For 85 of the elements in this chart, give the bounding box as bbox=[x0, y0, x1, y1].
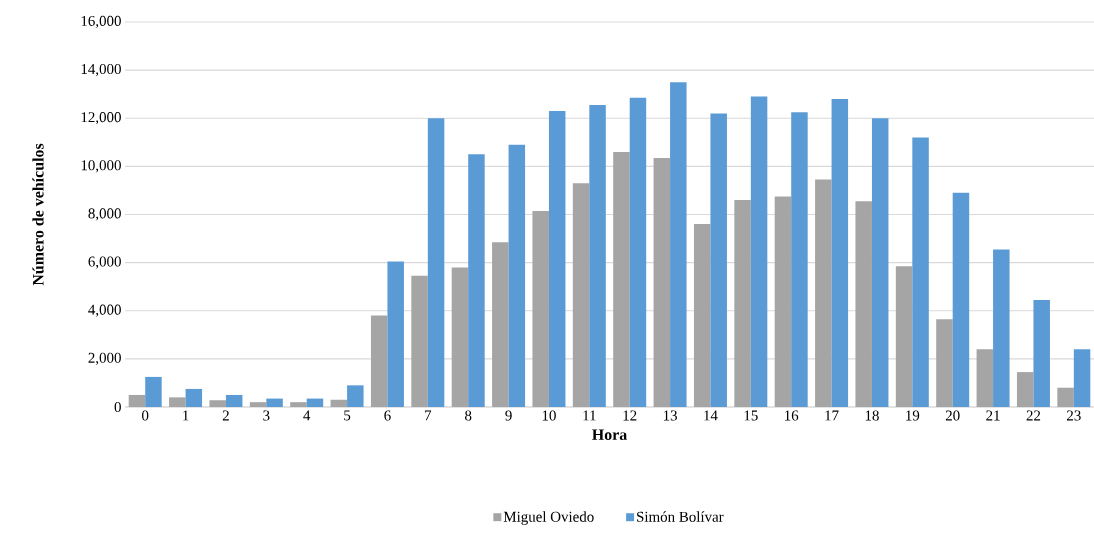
bar bbox=[993, 249, 1010, 407]
x-tick-label: 7 bbox=[425, 410, 432, 421]
x-tick-label: 11 bbox=[583, 410, 596, 421]
x-tick-label: 5 bbox=[344, 410, 351, 421]
x-tick-label: 21 bbox=[986, 410, 1000, 421]
bar bbox=[750, 96, 768, 407]
bar bbox=[589, 105, 606, 407]
y-tick-label: 2,000 bbox=[88, 352, 121, 365]
bar bbox=[145, 376, 162, 407]
bar bbox=[128, 394, 146, 407]
bar bbox=[831, 98, 849, 407]
x-tick-label: 14 bbox=[704, 410, 718, 421]
x-tick-label: 22 bbox=[1026, 410, 1041, 421]
y-axis-title: Número de vehículos bbox=[32, 143, 44, 286]
bar bbox=[815, 179, 832, 407]
y-tick-label: 10,000 bbox=[81, 160, 121, 173]
bar bbox=[855, 201, 872, 407]
x-tick-label: 0 bbox=[142, 410, 149, 421]
x-tick-label: 3 bbox=[263, 410, 270, 421]
bar bbox=[976, 349, 994, 407]
x-tick-label: 10 bbox=[542, 410, 556, 421]
bar bbox=[548, 111, 566, 407]
bar bbox=[613, 151, 630, 407]
legend-label: Miguel Oviedo bbox=[503, 511, 594, 525]
bar bbox=[290, 402, 307, 407]
x-tick-label: 19 bbox=[906, 410, 920, 421]
bar bbox=[693, 224, 711, 407]
bar bbox=[508, 144, 526, 407]
y-tick-label: 8,000 bbox=[88, 208, 121, 221]
bar bbox=[411, 275, 428, 407]
bar bbox=[734, 200, 751, 407]
bar bbox=[791, 112, 808, 407]
y-tick-label: 0 bbox=[114, 401, 121, 413]
bar bbox=[249, 402, 267, 407]
bar bbox=[209, 400, 226, 407]
bar bbox=[451, 267, 469, 407]
y-tick-label: 4,000 bbox=[88, 304, 121, 317]
legend-label: Simón Bolívar bbox=[637, 511, 724, 522]
x-tick-label: 9 bbox=[505, 410, 512, 421]
bar bbox=[225, 394, 243, 407]
bar bbox=[710, 113, 727, 407]
bar bbox=[492, 242, 509, 407]
bar bbox=[774, 196, 792, 407]
bar bbox=[670, 82, 687, 407]
bar bbox=[306, 398, 324, 407]
x-tick-label: 8 bbox=[465, 410, 472, 421]
x-tick-label: 4 bbox=[303, 410, 311, 421]
bar bbox=[912, 137, 929, 407]
bar bbox=[895, 266, 913, 407]
bar bbox=[347, 385, 364, 407]
bar bbox=[266, 398, 283, 407]
x-tick-label: 13 bbox=[663, 410, 677, 421]
y-tick-label: 14,000 bbox=[81, 63, 121, 77]
bar bbox=[572, 183, 590, 407]
bar bbox=[936, 319, 953, 407]
x-tick-label: 2 bbox=[222, 410, 229, 421]
bar bbox=[629, 97, 647, 407]
bar bbox=[185, 388, 203, 407]
x-tick-label: 20 bbox=[945, 410, 960, 421]
bar bbox=[1033, 299, 1050, 407]
bar bbox=[532, 210, 549, 407]
x-tick-label: 15 bbox=[744, 410, 758, 421]
x-tick-label: 1 bbox=[183, 410, 189, 421]
x-axis-title: Hora bbox=[592, 429, 627, 441]
bar bbox=[653, 157, 671, 407]
x-tick-label: 12 bbox=[623, 410, 637, 421]
y-tick-label: 6,000 bbox=[88, 256, 121, 269]
bar bbox=[330, 399, 348, 407]
bar bbox=[1057, 387, 1074, 407]
bar bbox=[952, 192, 970, 407]
x-tick-label: 23 bbox=[1067, 410, 1081, 421]
bar bbox=[1016, 372, 1034, 407]
x-tick-label: 6 bbox=[384, 410, 391, 421]
bar bbox=[169, 397, 186, 407]
x-tick-label: 17 bbox=[825, 410, 839, 421]
bar bbox=[370, 315, 388, 407]
bar bbox=[387, 261, 404, 407]
y-tick-label: 16,000 bbox=[81, 15, 121, 29]
x-tick-label: 16 bbox=[785, 410, 799, 421]
x-tick-label: 18 bbox=[865, 410, 879, 421]
bar bbox=[1073, 349, 1091, 407]
y-tick-label: 12,000 bbox=[81, 112, 121, 125]
bar bbox=[871, 118, 889, 407]
bar bbox=[427, 118, 445, 407]
bar bbox=[468, 154, 485, 407]
